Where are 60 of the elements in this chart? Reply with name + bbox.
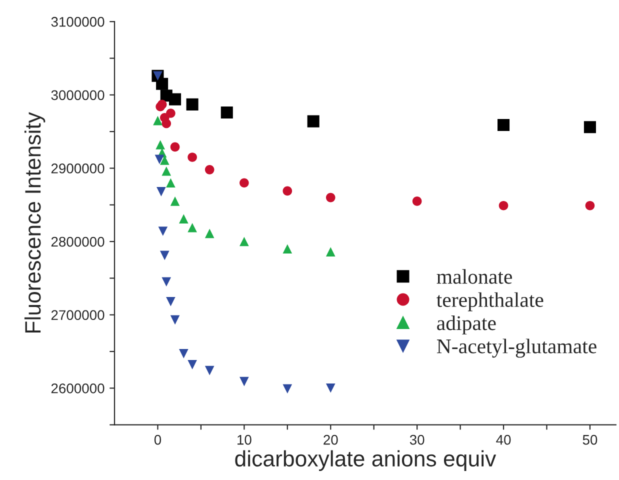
point	[282, 186, 292, 196]
point	[584, 121, 596, 134]
point	[326, 192, 336, 202]
point	[240, 236, 249, 246]
point	[282, 244, 292, 254]
x-tick-label: 50	[582, 434, 598, 445]
point	[188, 152, 197, 162]
point	[326, 247, 336, 256]
point	[498, 200, 508, 210]
point	[160, 250, 170, 260]
legend-label: terephthalate	[436, 292, 544, 312]
point	[162, 166, 172, 176]
point	[186, 98, 198, 110]
point	[326, 383, 336, 393]
point	[166, 178, 176, 188]
x-tick-label: 10	[238, 434, 252, 445]
point	[170, 196, 180, 206]
y-axis-title: Fluorescence Intensity	[24, 112, 46, 333]
point	[156, 78, 168, 90]
point	[240, 376, 249, 386]
legend-label: N-acetyl-glutamate	[436, 338, 596, 358]
point	[220, 106, 233, 119]
y-tick-label: 2800000	[51, 236, 104, 247]
legend-label: malonate	[436, 269, 512, 284]
point	[169, 93, 182, 106]
point	[179, 349, 188, 358]
point	[204, 165, 214, 174]
x-tick-label: 20	[324, 434, 338, 445]
point	[166, 296, 176, 306]
point	[162, 277, 172, 287]
point	[154, 154, 164, 164]
point	[240, 178, 249, 188]
point	[188, 222, 197, 232]
point	[307, 115, 320, 128]
point	[204, 366, 214, 376]
point	[188, 360, 197, 370]
point	[156, 140, 165, 150]
legend-label: adipate	[437, 316, 496, 334]
point	[156, 187, 166, 196]
point	[412, 196, 422, 206]
point	[170, 315, 180, 325]
point	[166, 108, 176, 118]
y-tick-label: 3000000	[51, 90, 104, 100]
point	[153, 116, 162, 126]
point	[498, 118, 510, 131]
y-tick-label: 2700000	[51, 310, 104, 320]
point	[179, 214, 188, 224]
y-tick-label: 2900000	[51, 164, 104, 174]
point	[158, 226, 168, 236]
point	[204, 228, 214, 238]
point	[585, 200, 595, 210]
y-tick-label: 2600000	[51, 383, 104, 394]
x-tick-label: 0	[154, 434, 162, 445]
point	[170, 142, 180, 152]
point	[282, 384, 292, 394]
y-tick-label: 3100000	[51, 16, 104, 27]
x-axis-title: dicarboxylate anions equiv	[235, 450, 496, 471]
x-tick-label: 40	[496, 434, 511, 445]
x-tick-label: 30	[410, 434, 424, 445]
point	[162, 118, 172, 128]
